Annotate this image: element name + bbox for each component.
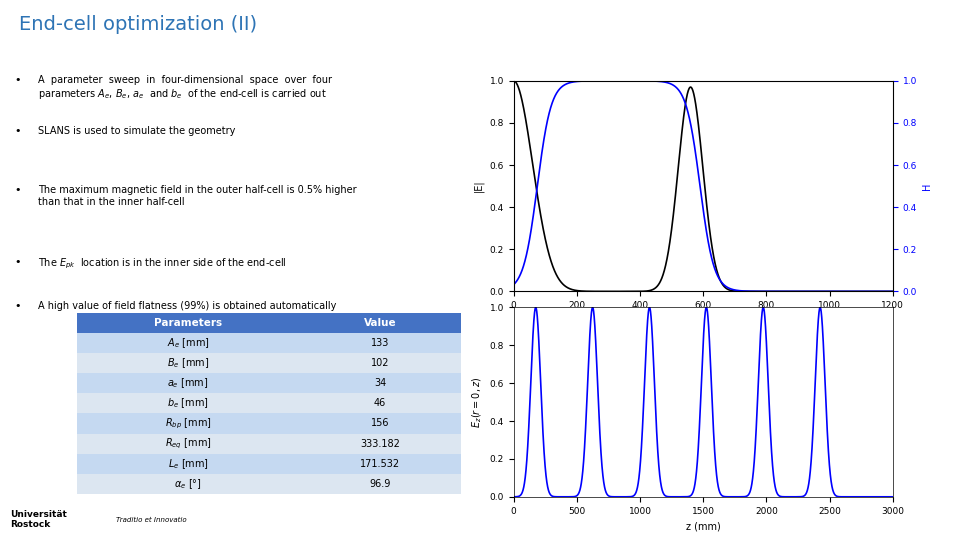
FancyBboxPatch shape: [77, 313, 300, 333]
Text: 96.9: 96.9: [370, 479, 391, 489]
Text: The maximum magnetic field in the outer half-cell is 0.5% higher
than that in th: The maximum magnetic field in the outer …: [38, 185, 357, 207]
FancyBboxPatch shape: [300, 474, 461, 494]
FancyBboxPatch shape: [300, 353, 461, 373]
FancyBboxPatch shape: [300, 454, 461, 474]
Text: SLANS is used to simulate the geometry: SLANS is used to simulate the geometry: [38, 126, 236, 136]
Text: A high value of field flatness (99%) is obtained automatically: A high value of field flatness (99%) is …: [38, 301, 337, 310]
FancyBboxPatch shape: [300, 414, 461, 434]
Y-axis label: H: H: [923, 183, 932, 190]
FancyBboxPatch shape: [77, 474, 300, 494]
FancyBboxPatch shape: [77, 333, 300, 353]
Text: 46: 46: [374, 399, 386, 408]
FancyBboxPatch shape: [77, 454, 300, 474]
FancyBboxPatch shape: [300, 333, 461, 353]
Text: $A_e$ [mm]: $A_e$ [mm]: [167, 336, 209, 350]
Text: 133: 133: [371, 338, 390, 348]
Text: •: •: [14, 301, 21, 310]
Text: 156: 156: [371, 418, 390, 429]
Text: 102: 102: [371, 358, 390, 368]
Text: $\alpha_e$ [°]: $\alpha_e$ [°]: [175, 477, 202, 491]
FancyBboxPatch shape: [300, 313, 461, 333]
Text: $R_{bp}$ [mm]: $R_{bp}$ [mm]: [165, 416, 211, 431]
Text: $b_e$ [mm]: $b_e$ [mm]: [167, 396, 209, 410]
X-axis label: z (mm): z (mm): [685, 521, 721, 531]
Text: Parameters: Parameters: [155, 318, 222, 328]
Text: •: •: [14, 126, 21, 136]
Text: 171.532: 171.532: [360, 459, 400, 469]
Text: $L_e$ [mm]: $L_e$ [mm]: [168, 457, 208, 471]
FancyBboxPatch shape: [77, 434, 300, 454]
FancyBboxPatch shape: [77, 373, 300, 393]
Text: $B_e$ [mm]: $B_e$ [mm]: [167, 356, 209, 370]
FancyBboxPatch shape: [300, 434, 461, 454]
Text: The $E_{pk}$  location is in the inner side of the end-cell: The $E_{pk}$ location is in the inner si…: [38, 257, 287, 272]
Text: Universität
Rostock: Universität Rostock: [11, 510, 67, 529]
Text: •: •: [14, 185, 21, 195]
Text: End-cell optimization (II): End-cell optimization (II): [19, 15, 257, 34]
FancyBboxPatch shape: [77, 353, 300, 373]
Text: 6: 6: [939, 515, 945, 525]
Text: Value: Value: [364, 318, 396, 328]
FancyBboxPatch shape: [300, 393, 461, 414]
FancyBboxPatch shape: [77, 414, 300, 434]
X-axis label: L [mm]: L [mm]: [685, 316, 721, 326]
Text: Traditio et Innovatio: Traditio et Innovatio: [116, 517, 187, 523]
Y-axis label: $E_z(r=0,z)$: $E_z(r=0,z)$: [470, 376, 484, 428]
Text: •: •: [14, 75, 21, 85]
Text: $a_e$ [mm]: $a_e$ [mm]: [167, 376, 209, 390]
FancyBboxPatch shape: [300, 373, 461, 393]
Text: 10/04/2018: 10/04/2018: [219, 515, 271, 524]
FancyBboxPatch shape: [77, 393, 300, 414]
Text: •: •: [14, 257, 21, 267]
Text: UNIVERSITÄT ROSTOCK | Fakultät für Informatik und Elektrotechnik: UNIVERSITÄT ROSTOCK | Fakultät für Infor…: [397, 515, 699, 525]
Text: A  parameter  sweep  in  four-dimensional  space  over  four
parameters $A_e$, $: A parameter sweep in four-dimensional sp…: [38, 75, 332, 100]
Text: 34: 34: [374, 378, 386, 388]
Y-axis label: |E|: |E|: [473, 180, 484, 192]
Text: 333.182: 333.182: [360, 438, 400, 449]
Text: $R_{eq}$ [mm]: $R_{eq}$ [mm]: [165, 436, 211, 451]
